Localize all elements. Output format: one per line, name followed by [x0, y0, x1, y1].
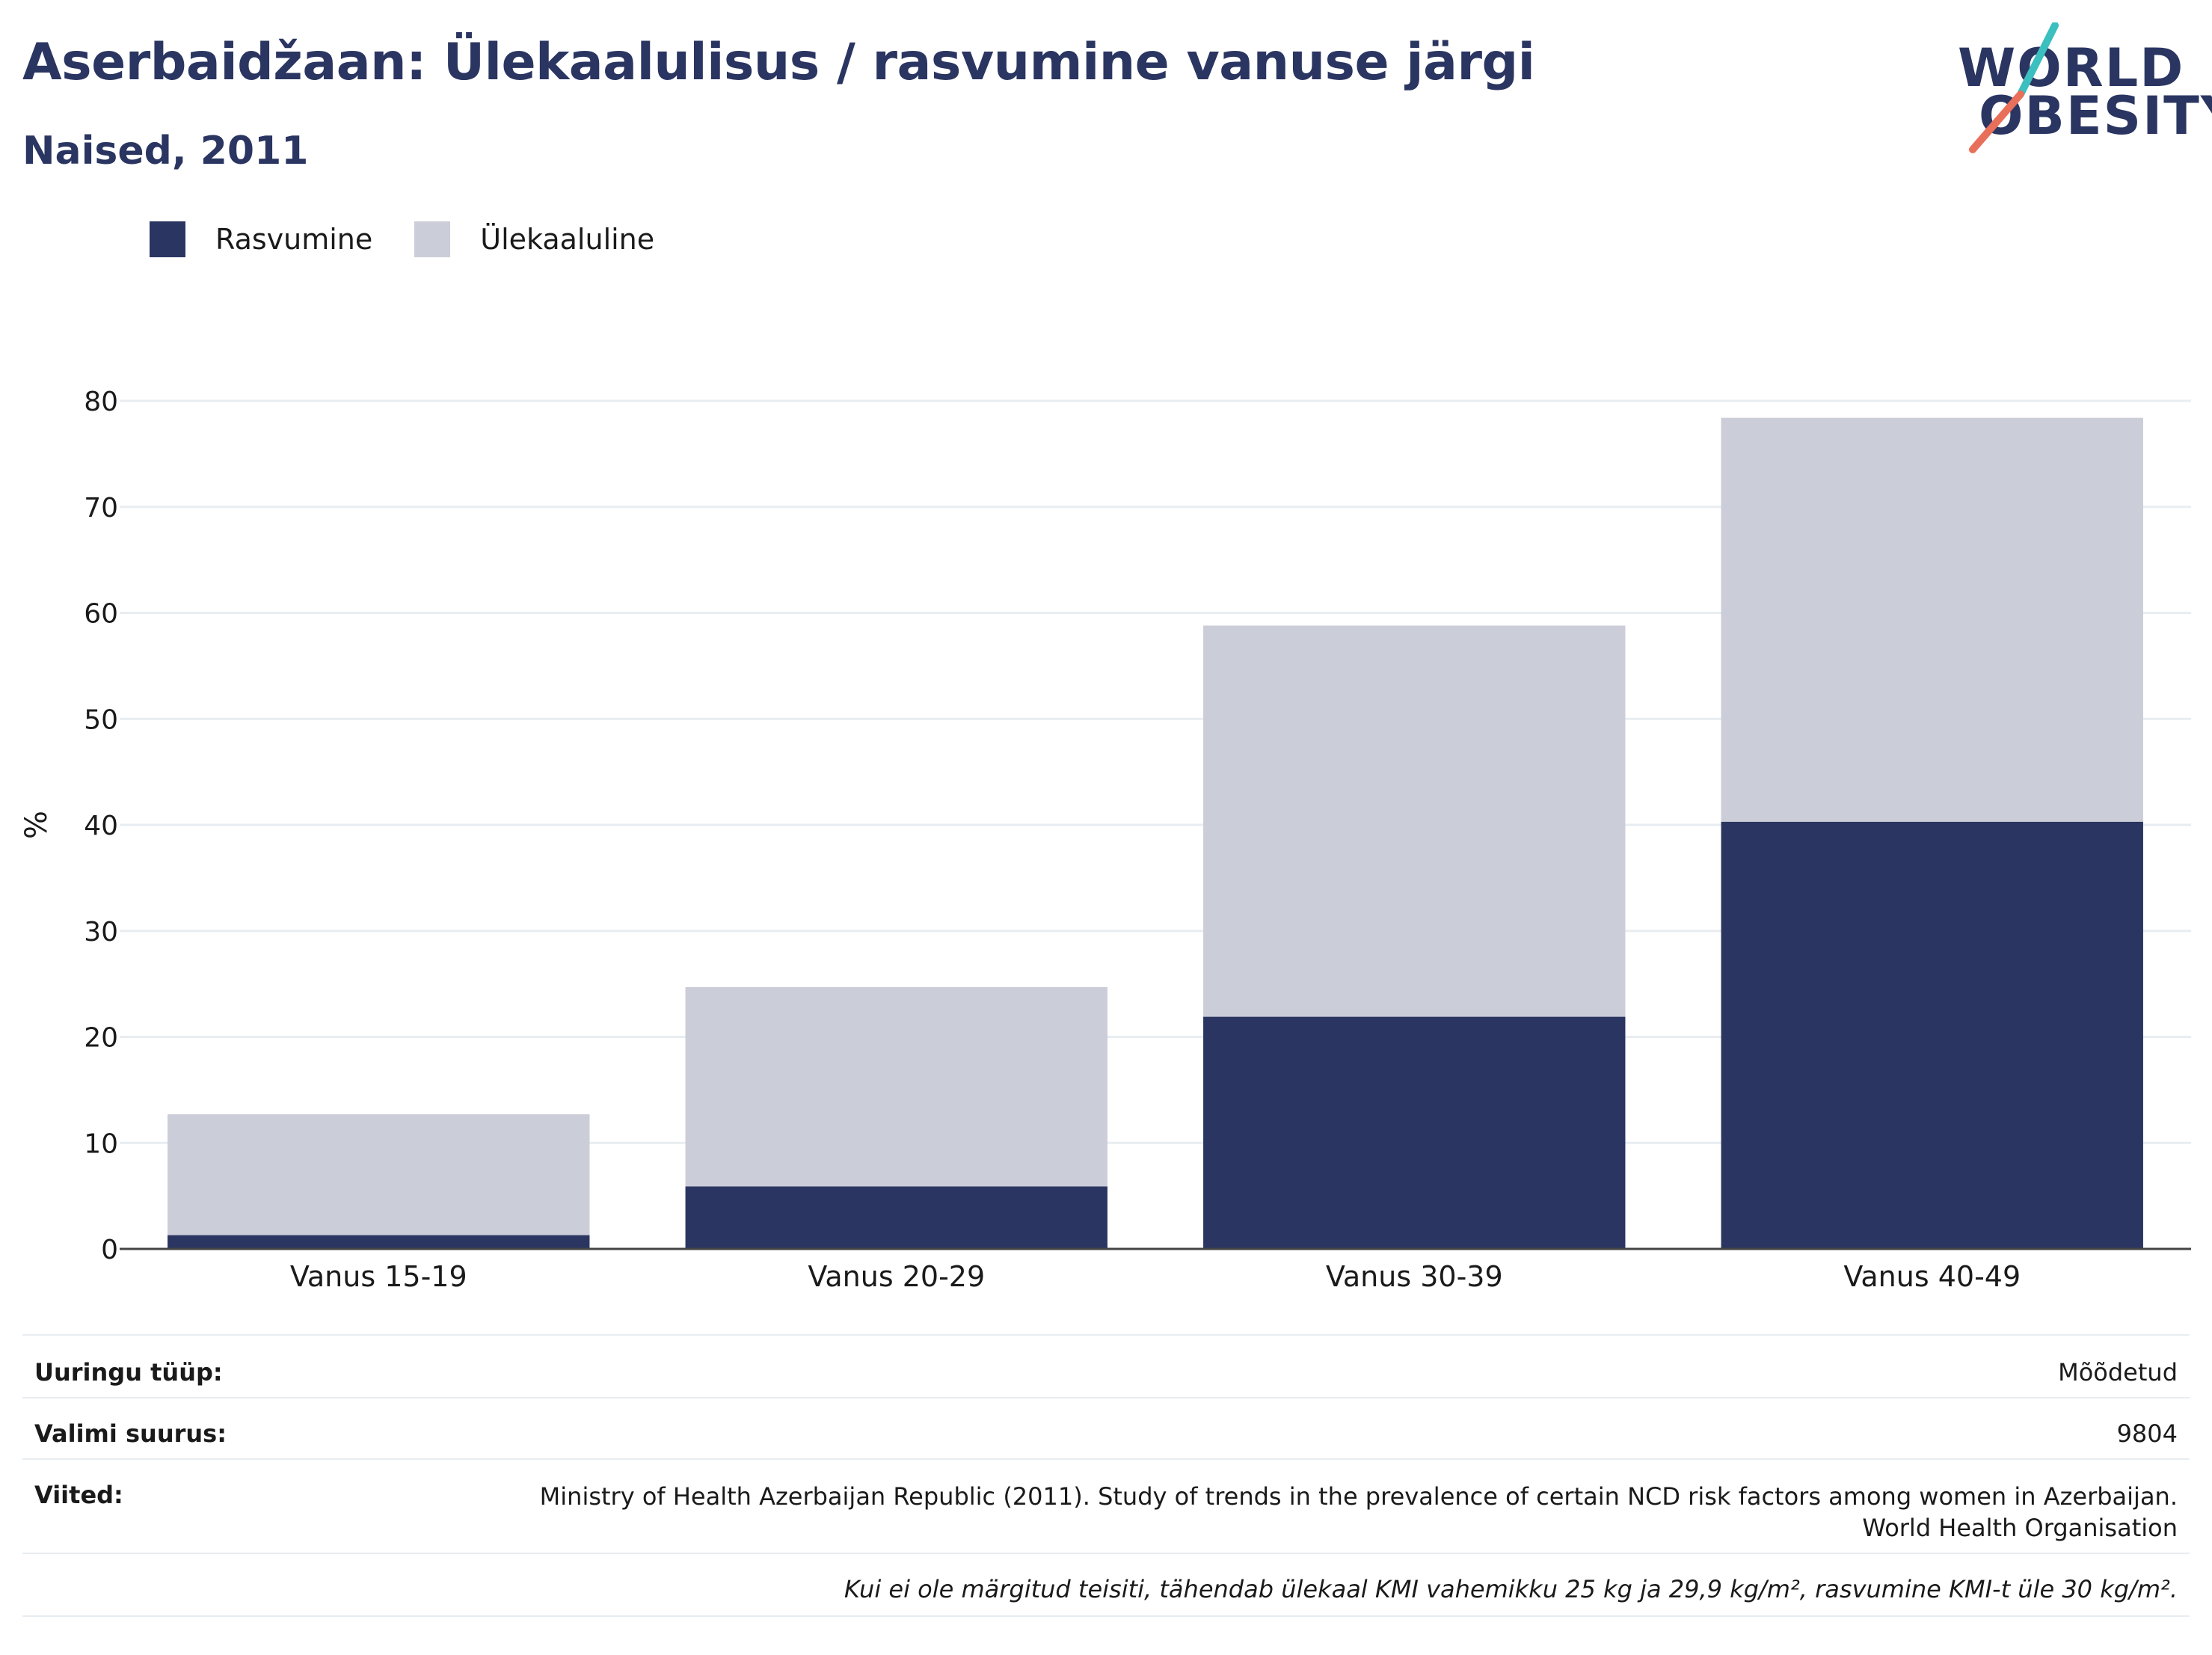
- legend-swatch-obesity: [150, 221, 185, 257]
- sample-size-value: 9804: [2116, 1419, 2178, 1448]
- x-tick-label: Vanus 15-19: [290, 1260, 467, 1293]
- bar-obesity: [168, 1235, 590, 1249]
- y-tick-label: 60: [84, 599, 118, 630]
- legend-item-overweight: Ülekaaluline: [414, 221, 654, 257]
- references-line-1: Ministry of Health Azerbaijan Republic (…: [539, 1482, 2178, 1511]
- bar-obesity: [1203, 1016, 1626, 1249]
- y-tick-label: 40: [84, 811, 118, 841]
- x-tick-label: Vanus 40-49: [1843, 1260, 2021, 1293]
- y-axis-title: %: [19, 811, 54, 839]
- legend-label-overweight: Ülekaaluline: [480, 223, 655, 256]
- survey-type-value: Mõõdetud: [2058, 1358, 2178, 1387]
- logo-line-1: WORLD: [1958, 37, 2185, 99]
- x-tick-label: Vanus 30-39: [1326, 1260, 1503, 1293]
- chart-legend: Rasvumine Ülekaaluline: [150, 221, 699, 257]
- y-tick-label: 0: [101, 1235, 118, 1265]
- references-value: Ministry of Health Azerbaijan Republic (…: [540, 1481, 2178, 1544]
- meta-row-references: Viited: Ministry of Health Azerbaijan Re…: [22, 1458, 2190, 1554]
- stacked-bar-chart: 0 10 20 30 40 50 60 70 80% Vanus 15-19 Vanus 20-29…: [19, 387, 2191, 1293]
- references-label: Viited:: [34, 1481, 123, 1509]
- survey-type-label: Uuringu tüüp:: [34, 1358, 223, 1387]
- meta-row-survey-type: Uuringu tüüp: Mõõdetud: [22, 1334, 2190, 1398]
- y-tick-label: 20: [84, 1023, 118, 1054]
- y-tick-label: 80: [84, 387, 118, 417]
- bar-overweight: [1203, 625, 1626, 1017]
- page-subtitle: Naised, 2011: [22, 129, 309, 174]
- bar-obesity: [1721, 821, 2143, 1249]
- y-tick-label: 50: [84, 704, 118, 735]
- definition-footnote: Kui ei ole märgitud teisiti, tähendab ül…: [844, 1575, 2178, 1603]
- logo-slash-icon: [1969, 22, 2059, 153]
- legend-item-obesity: Rasvumine: [150, 221, 372, 257]
- meta-row-footnote: Kui ei ole märgitud teisiti, tähendab ül…: [22, 1553, 2190, 1617]
- y-tick-label: 10: [84, 1129, 118, 1159]
- y-tick-label: 30: [84, 917, 118, 948]
- bar-overweight: [685, 986, 1107, 1187]
- world-obesity-logo: WORLD OBESITY: [1952, 22, 2212, 157]
- legend-label-obesity: Rasvumine: [215, 223, 373, 256]
- references-line-2: World Health Organisation: [1862, 1514, 2178, 1542]
- bar-overweight: [1721, 417, 2143, 822]
- bar-overweight: [168, 1114, 590, 1235]
- legend-swatch-overweight: [414, 221, 451, 257]
- page-title: Aserbaidžaan: Ülekaalulisus / rasvumine …: [22, 33, 1535, 92]
- sample-size-label: Valimi suurus:: [34, 1419, 227, 1448]
- meta-row-sample-size: Valimi suurus: 9804: [22, 1397, 2190, 1460]
- x-tick-label: Vanus 20-29: [808, 1260, 985, 1293]
- y-tick-label: 70: [84, 493, 118, 523]
- bar-obesity: [685, 1186, 1107, 1249]
